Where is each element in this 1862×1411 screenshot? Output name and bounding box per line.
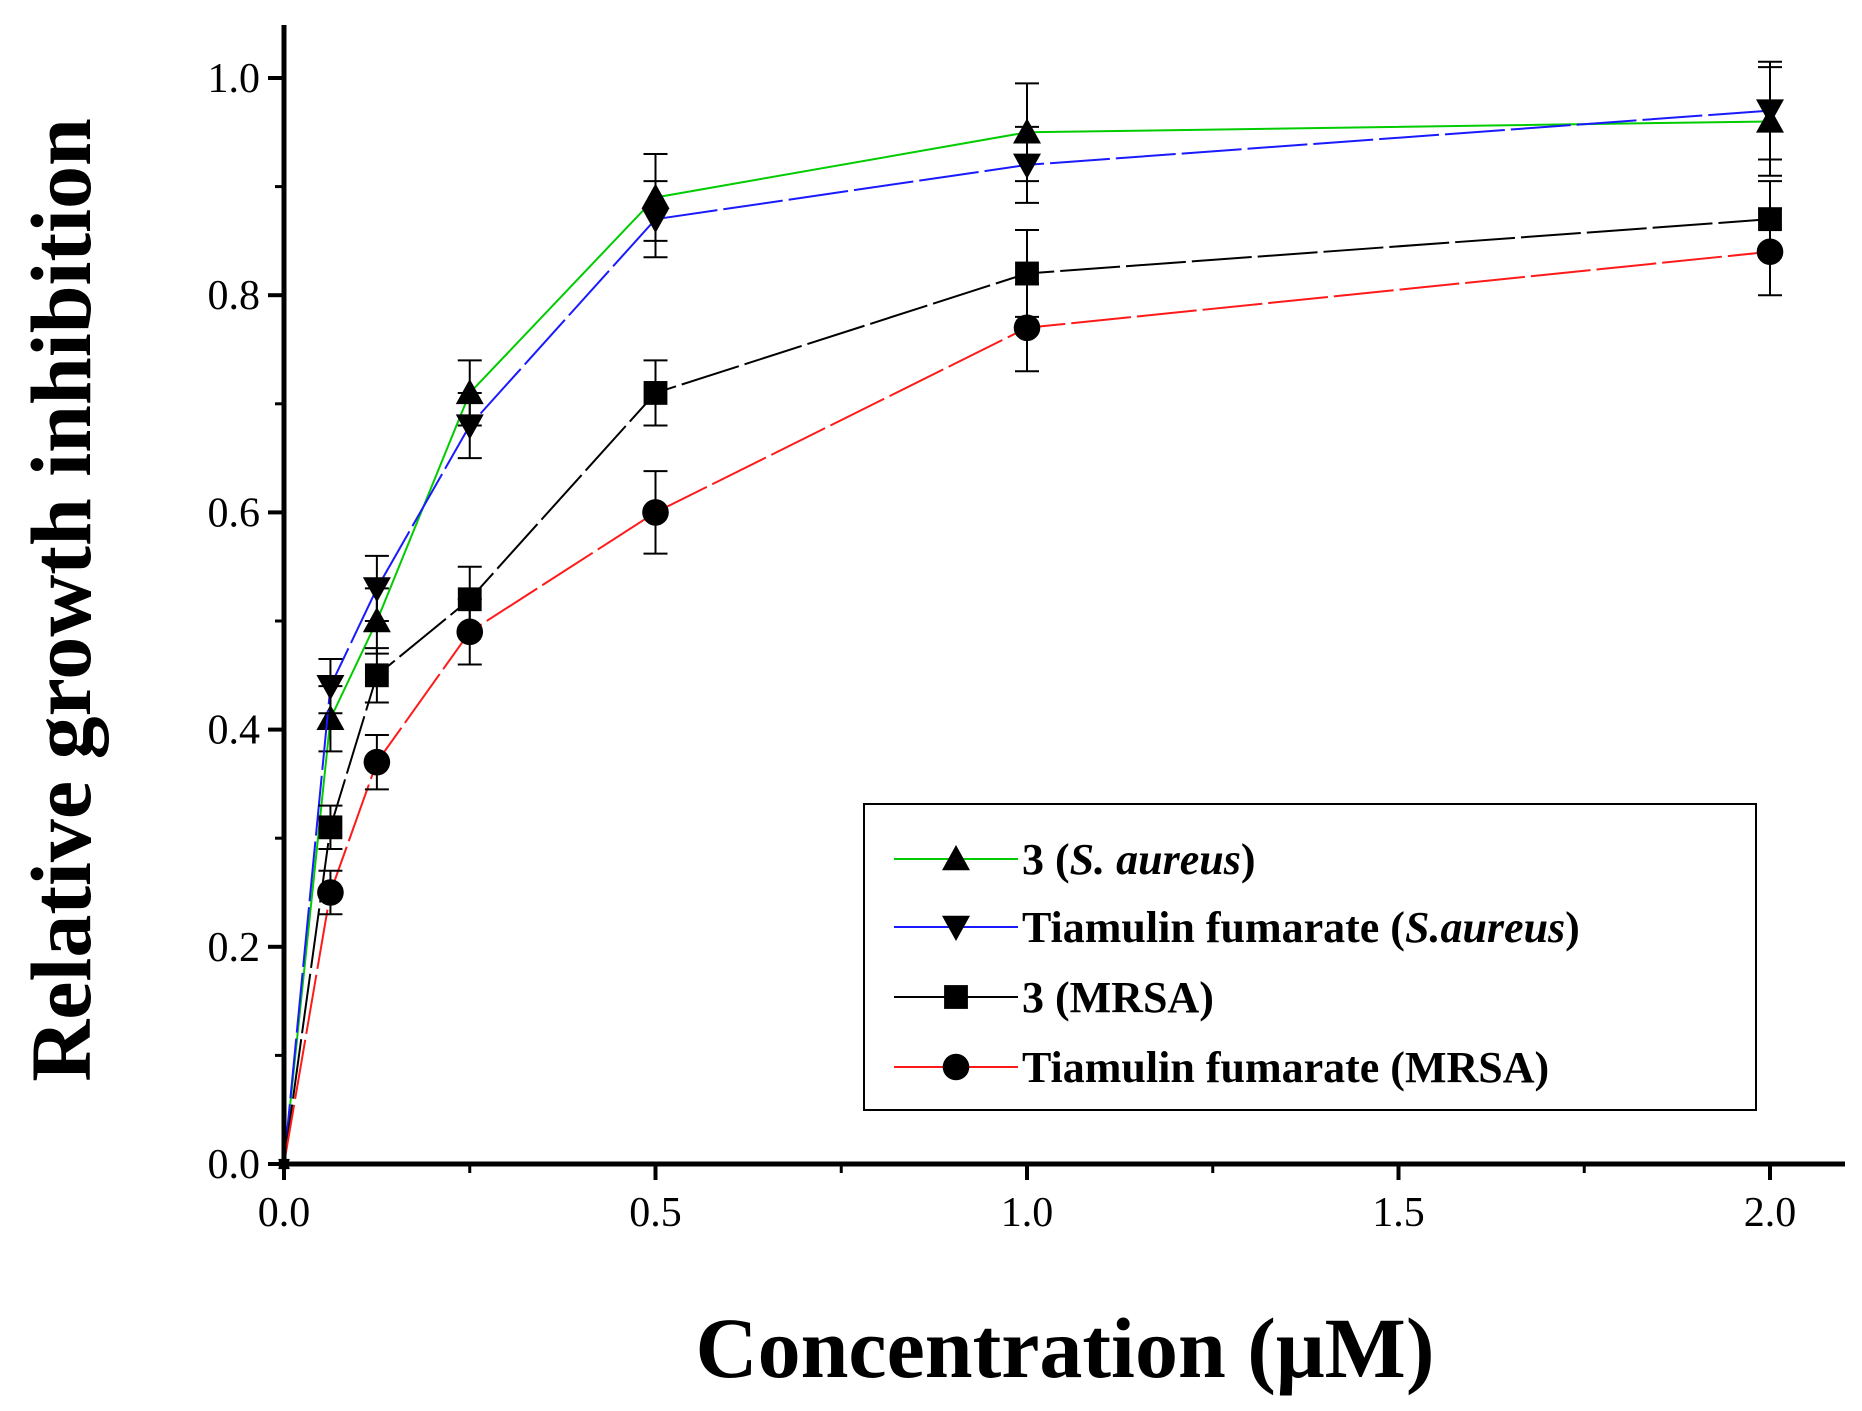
data-point (1013, 314, 1041, 342)
legend-item-2: Tiamulin fumarate (S.aureus) (894, 903, 1580, 952)
data-point (1013, 153, 1041, 179)
data-point (362, 577, 391, 603)
y-tick-label: 0.2 (208, 925, 261, 971)
data-point (455, 378, 484, 405)
x-tick-label: 0.0 (258, 1190, 311, 1236)
y-tick-label: 0.8 (208, 273, 261, 319)
y-tick-label: 1.0 (208, 56, 261, 102)
legend-item-1: 3 (S. aureus) (894, 835, 1256, 884)
legend-label: Tiamulin fumarate (S.aureus) (1022, 903, 1580, 952)
legend-label-species: S. aureus (1070, 835, 1241, 884)
data-point (1756, 238, 1784, 266)
y-axis-title: Relative growth inhibition (13, 118, 109, 1082)
data-point (318, 815, 343, 840)
y-tick-label: 0.0 (208, 1142, 261, 1188)
data-point (363, 748, 391, 776)
legend-label: 3 (MRSA) (1022, 973, 1214, 1022)
legend-item-3: 3 (MRSA) (894, 973, 1214, 1022)
legend-label-suffix: ) (1565, 903, 1580, 952)
legend-label-prefix: Tiamulin fumarate (MRSA) (1022, 1043, 1549, 1092)
plot-area: 0.0 0.2 0.4 0.6 0.8 1.0 0.0 0.5 1.0 1.5 2.0 (208, 25, 1845, 1236)
legend-label-suffix: ) (1241, 835, 1256, 884)
data-point (643, 381, 668, 405)
legend-label-prefix: 3 ( (1022, 835, 1070, 884)
series-4 (278, 207, 1784, 1170)
legend-label-prefix: Tiamulin fumarate ( (1022, 903, 1405, 952)
legend-label-prefix: 3 (MRSA) (1022, 973, 1214, 1022)
data-point (317, 879, 344, 906)
x-tick-label: 2.0 (1744, 1190, 1797, 1236)
y-tick-label: 0.6 (208, 490, 261, 536)
legend-swatch-marker (942, 915, 970, 941)
legend-item-4: Tiamulin fumarate (MRSA) (894, 1043, 1549, 1092)
data-point (641, 207, 670, 234)
legend-label: 3 (S. aureus) (1022, 835, 1256, 884)
data-point (364, 663, 389, 688)
legend-label-species: S.aureus (1405, 903, 1565, 952)
legend-swatch-marker (942, 1053, 970, 1081)
x-axis-title: Concentration (μM) (696, 1300, 1435, 1396)
legend-swatch-marker (942, 845, 970, 871)
x-tick-label: 1.5 (1372, 1190, 1425, 1236)
ticks-layer: 0.0 0.2 0.4 0.6 0.8 1.0 0.0 0.5 1.0 1.5 2.0 (208, 56, 1797, 1236)
data-point (642, 499, 669, 526)
legend-label: Tiamulin fumarate (MRSA) (1022, 1043, 1549, 1092)
data-point (316, 704, 345, 730)
legend-box (863, 803, 1757, 1111)
series-layer (278, 60, 1784, 1170)
x-tick-label: 1.0 (1001, 1190, 1054, 1236)
data-point (1756, 99, 1784, 125)
legend-swatch-marker (944, 985, 968, 1009)
legend: 3 (S. aureus)Tiamulin fumarate (S.aureus… (863, 803, 1757, 1111)
y-tick-label: 0.4 (208, 708, 261, 754)
data-point (1015, 261, 1039, 286)
x-tick-label: 0.5 (629, 1190, 682, 1236)
data-point (455, 414, 484, 440)
data-point (316, 674, 345, 701)
data-point (456, 618, 484, 646)
